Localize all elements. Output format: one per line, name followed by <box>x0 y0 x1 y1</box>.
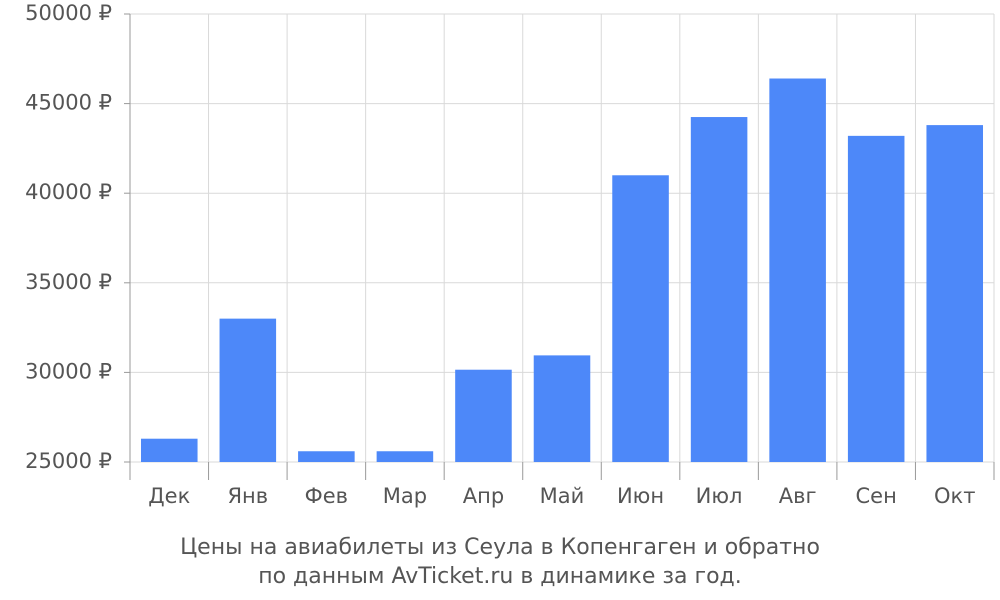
bar <box>769 78 826 463</box>
y-tick-label: 45000 ₽ <box>25 91 112 115</box>
y-tick-label: 50000 ₽ <box>25 1 112 25</box>
x-tick-label: Янв <box>227 484 268 508</box>
bar <box>926 125 984 462</box>
x-tick-label: Авг <box>779 484 817 508</box>
bar <box>376 451 434 462</box>
bar <box>140 438 198 462</box>
x-tick-label: Май <box>540 484 585 508</box>
y-tick-label: 40000 ₽ <box>25 180 112 204</box>
x-tick-label: Июн <box>617 484 664 508</box>
x-tick-label: Мар <box>383 484 427 508</box>
x-tick-label: Дек <box>148 484 190 508</box>
y-tick-label: 25000 ₽ <box>25 449 112 473</box>
bar <box>612 175 669 462</box>
bar <box>690 117 748 462</box>
bar <box>847 135 905 462</box>
bar <box>455 369 512 462</box>
bar <box>533 355 591 462</box>
bar <box>298 451 355 462</box>
x-tick-label: Апр <box>463 484 504 508</box>
caption-line: Цены на авиабилеты из Сеула в Копенгаген… <box>180 535 820 560</box>
y-tick-label: 30000 ₽ <box>25 359 112 383</box>
bar <box>219 318 277 462</box>
x-tick-label: Сен <box>856 484 897 508</box>
x-tick-label: Окт <box>934 484 975 508</box>
caption-line: по данным AvTicket.ru в динамике за год. <box>258 564 742 589</box>
x-tick-label: Июл <box>696 484 743 508</box>
x-tick-label: Фев <box>305 484 348 508</box>
y-tick-label: 35000 ₽ <box>25 270 112 294</box>
